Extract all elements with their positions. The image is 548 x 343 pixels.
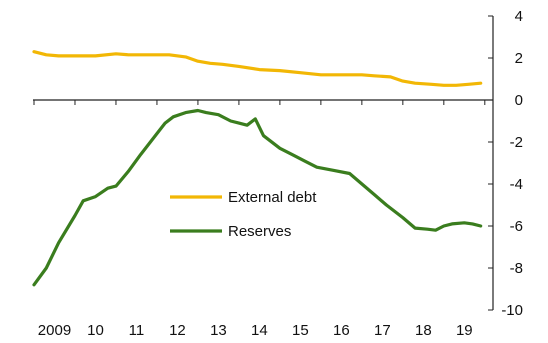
x-tick-label: 15 <box>292 322 309 339</box>
y-tick-label: -2 <box>510 134 523 151</box>
y-tick-label: 0 <box>515 92 523 109</box>
y-tick-label: -4 <box>510 176 523 193</box>
y-tick-label: -8 <box>510 260 523 277</box>
x-tick-label: 11 <box>129 322 145 339</box>
y-tick-label: 2 <box>515 50 523 67</box>
x-tick-label: 12 <box>169 322 186 339</box>
x-tick-label: 19 <box>456 322 473 339</box>
x-tick-label: 2009 <box>38 322 71 339</box>
series-line-external-debt <box>32 50 483 87</box>
x-tick-label: 13 <box>210 322 227 339</box>
legend-label: External debt <box>228 189 317 206</box>
x-tick-label: 14 <box>251 322 268 339</box>
x-tick-label: 17 <box>374 322 391 339</box>
y-tick-label: 4 <box>515 8 523 25</box>
x-tick-label: 16 <box>333 322 350 339</box>
series-line-reserves <box>32 108 483 287</box>
y-tick-label: -6 <box>510 218 523 235</box>
y-tick-label: -10 <box>501 302 523 319</box>
legend-label: Reserves <box>228 223 291 240</box>
x-tick-label: 18 <box>415 322 432 339</box>
x-tick-label: 10 <box>87 322 104 339</box>
